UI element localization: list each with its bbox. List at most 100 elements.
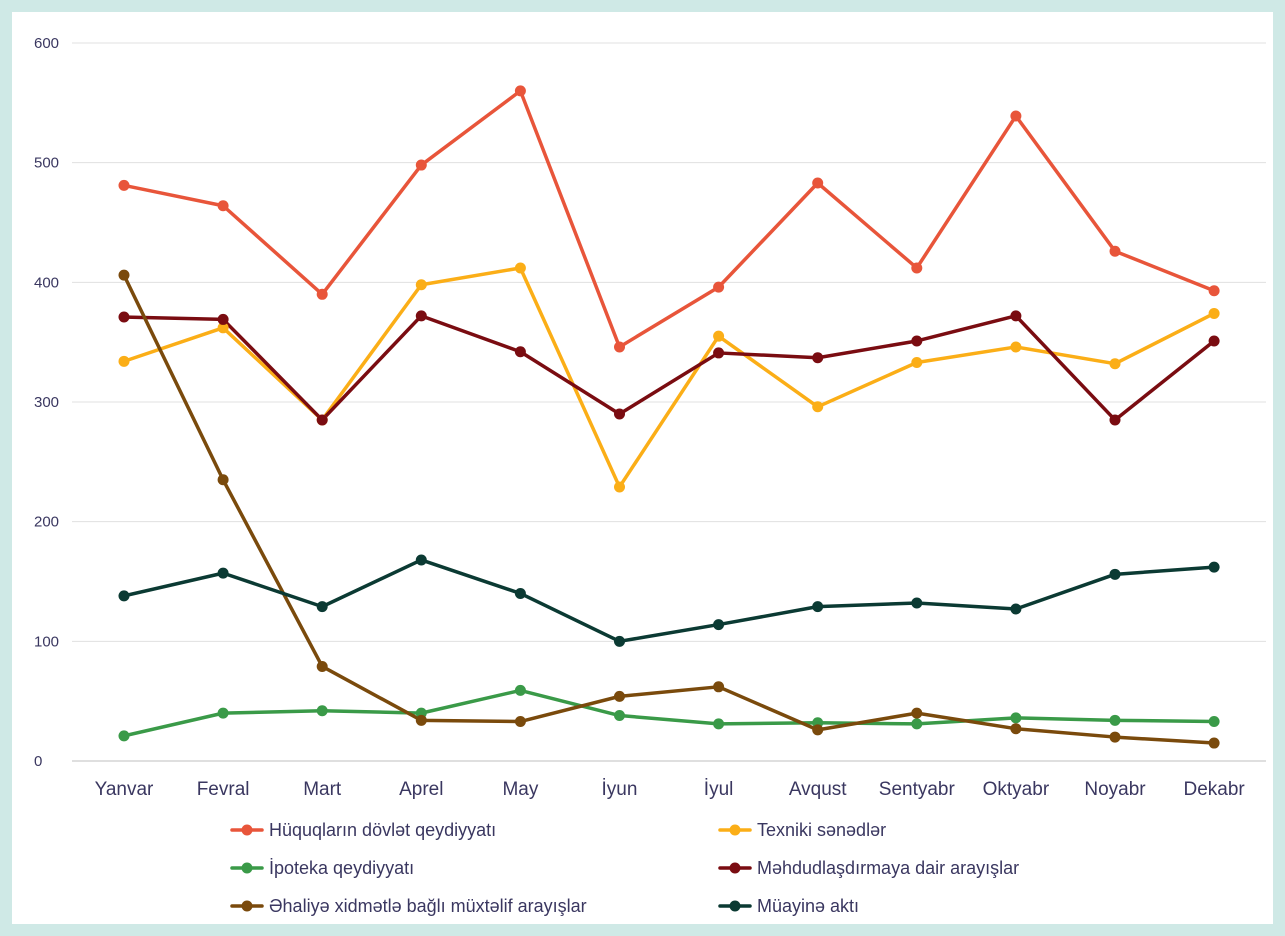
series-line (122, 273, 1216, 745)
data-point (415, 714, 427, 726)
x-tick-label: Sentyabr (879, 779, 956, 800)
data-point (812, 401, 824, 413)
data-point (415, 159, 427, 171)
data-point (812, 724, 824, 736)
data-point (118, 311, 130, 323)
x-tick-label: Noyabr (1084, 779, 1146, 800)
data-point (1208, 285, 1220, 297)
data-point (614, 341, 625, 353)
data-point (614, 408, 625, 420)
data-point (812, 177, 824, 189)
y-tick-label: 200 (34, 514, 59, 531)
data-point (118, 590, 130, 602)
data-point (614, 690, 625, 702)
y-tick-label: 100 (34, 633, 59, 650)
data-point (614, 710, 625, 722)
data-point (118, 730, 130, 742)
data-point (415, 554, 427, 566)
y-tick-label: 400 (34, 274, 59, 291)
data-point (1109, 731, 1121, 743)
x-tick-label: May (502, 779, 538, 800)
data-point (415, 279, 427, 291)
data-point (1109, 358, 1121, 370)
data-point (217, 322, 229, 334)
data-point (1109, 414, 1121, 426)
data-point (514, 346, 526, 358)
legend-swatch-marker (241, 824, 253, 836)
legend-item: Texniki sənədlər (718, 820, 886, 840)
legend-item: Məhdudlaşdırmaya dair arayışlar (718, 858, 1019, 878)
data-point (713, 347, 725, 359)
legend-swatch-marker (241, 862, 253, 874)
legend: Hüquqların dövlət qeydiyyatı Texniki sənə… (230, 820, 1019, 916)
data-point (1010, 723, 1022, 735)
data-point (812, 601, 824, 613)
data-point (1208, 561, 1220, 573)
series-line (122, 266, 1216, 489)
data-point (911, 335, 923, 347)
data-point (911, 357, 923, 369)
series-line (122, 314, 1216, 422)
data-point (1109, 245, 1121, 257)
legend-label: Hüquqların dövlət qeydiyyatı (269, 820, 496, 840)
data-point (514, 587, 526, 599)
data-point (217, 707, 229, 719)
legend-label: Müayinə aktı (757, 896, 859, 916)
legend-label: İpoteka qeydiyyatı (269, 858, 414, 878)
data-point (1208, 307, 1220, 319)
y-axis-ticks: 0 100 200 300 400 500 600 (34, 35, 59, 770)
gridlines (72, 42, 1266, 762)
series-line (122, 688, 1216, 738)
data-point (316, 601, 328, 613)
data-point (217, 200, 229, 212)
series-line (122, 89, 1216, 349)
data-point (1109, 714, 1121, 726)
data-point (1109, 568, 1121, 580)
legend-label: Texniki sənədlər (757, 820, 886, 840)
data-point (415, 310, 427, 322)
legend-swatch-marker (241, 900, 253, 912)
legend-item: Əhaliyə xidmətlə bağlı müxtəlif arayışla… (230, 896, 587, 916)
data-point (118, 269, 130, 281)
y-tick-label: 600 (34, 35, 59, 52)
x-tick-label: Dekabr (1183, 779, 1245, 800)
data-point (713, 330, 725, 342)
legend-label: Məhdudlaşdırmaya dair arayışlar (757, 858, 1019, 878)
data-point (118, 179, 130, 191)
x-tick-label: Aprel (399, 779, 443, 800)
legend-item: Müayinə aktı (718, 896, 859, 916)
legend-swatch-marker (729, 900, 741, 912)
legend-item: İpoteka qeydiyyatı (230, 858, 414, 878)
data-point (1010, 110, 1022, 122)
y-tick-label: 0 (34, 753, 42, 770)
x-tick-label: Mart (303, 779, 342, 800)
legend-swatch-marker (729, 862, 741, 874)
data-point (812, 352, 824, 364)
legend-label: Əhaliyə xidmətlə bağlı müxtəlif arayışla… (269, 896, 587, 916)
data-point (1208, 716, 1220, 728)
data-point (514, 85, 526, 97)
data-point (217, 567, 229, 579)
data-point (217, 474, 229, 486)
data-point (911, 262, 923, 274)
x-axis-ticks: Yanvar Fevral Mart Aprel May İyun İyul Avqust Se… (95, 779, 1246, 800)
series-line (122, 558, 1216, 644)
legend-swatch-marker (729, 824, 741, 836)
data-point (217, 313, 229, 325)
data-point (316, 414, 328, 426)
data-point (911, 707, 923, 719)
data-point (316, 660, 328, 672)
data-point (614, 635, 625, 647)
data-point (713, 281, 725, 293)
data-point (1208, 737, 1220, 749)
data-point (1010, 310, 1022, 322)
x-tick-label: Fevral (197, 779, 250, 800)
data-point (713, 718, 725, 730)
data-point (1208, 335, 1220, 347)
data-point (514, 262, 526, 274)
data-point (514, 684, 526, 696)
data-point (316, 705, 328, 717)
series-lines (122, 89, 1216, 745)
x-tick-label: İyun (602, 779, 638, 800)
